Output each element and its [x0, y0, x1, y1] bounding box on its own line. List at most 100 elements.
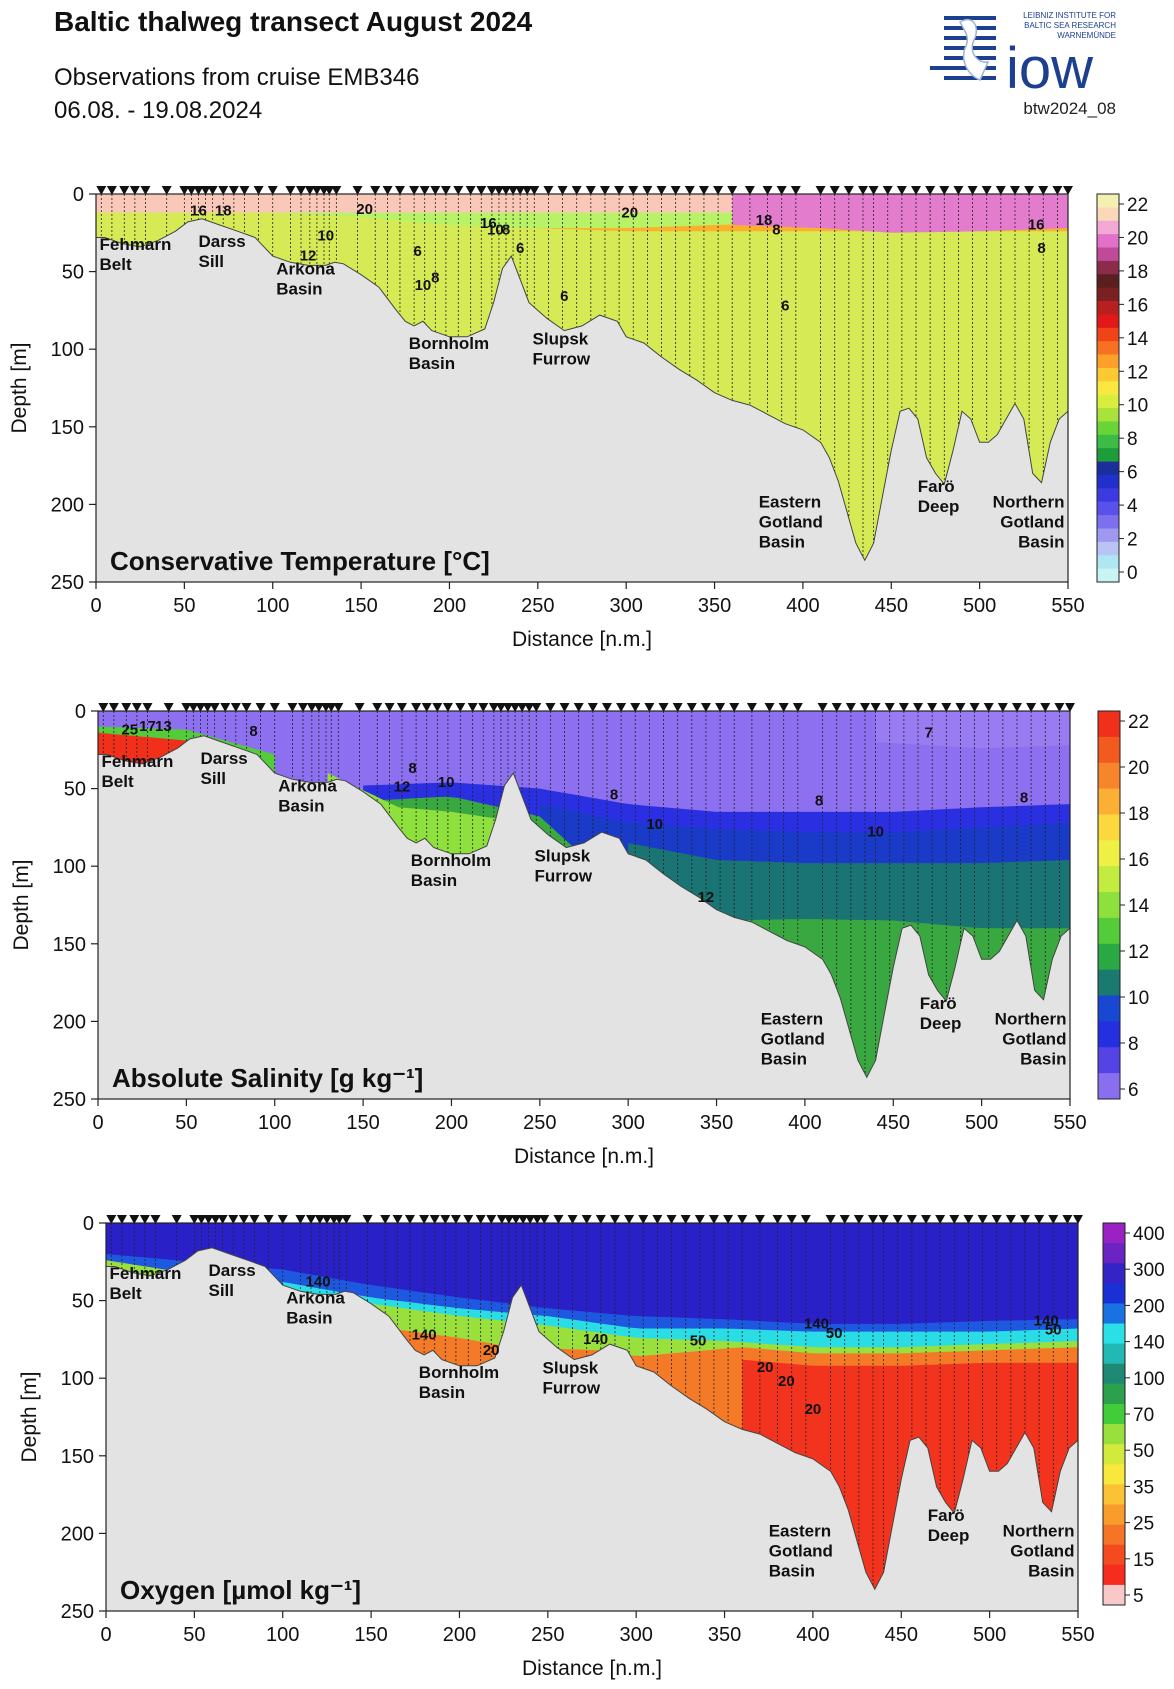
colorbar-tick-label: 20 — [1128, 758, 1149, 779]
station-marker — [503, 703, 514, 712]
station-marker — [116, 1215, 127, 1224]
x-tick-label: 550 — [1053, 1112, 1086, 1134]
colorbar-tick-label: 8 — [1127, 429, 1138, 450]
station-marker — [1040, 703, 1051, 712]
basin-label: Fehmarn — [102, 752, 174, 771]
colorbar-swatch — [1097, 461, 1119, 476]
station-marker — [267, 186, 278, 195]
colorbar-swatch — [1097, 448, 1119, 463]
seabed-outline — [96, 218, 1069, 562]
x-tick-label: 450 — [877, 1112, 910, 1134]
station-marker — [595, 1215, 606, 1224]
y-tick-label: 200 — [51, 494, 84, 516]
contour-label: 50 — [826, 1325, 843, 1342]
colorbar-tick-label: 10 — [1127, 396, 1148, 417]
station-marker — [790, 186, 801, 195]
contour-label: 140 — [804, 1316, 829, 1333]
station-marker — [186, 186, 197, 195]
station-marker — [171, 1215, 182, 1224]
y-axis-label: Depth [m] — [10, 859, 33, 950]
station-marker — [1065, 703, 1075, 712]
station-marker — [493, 186, 504, 195]
panel-title: Conservative Temperature [°C] — [110, 546, 490, 576]
colorbar-swatch — [1097, 541, 1119, 556]
station-marker — [857, 186, 868, 195]
colorbar-swatch — [1097, 260, 1119, 275]
x-tick-label: 250 — [521, 595, 554, 617]
station-marker — [601, 703, 612, 712]
colorbar-swatch — [1097, 381, 1119, 396]
station-marker — [525, 1215, 536, 1224]
station-marker — [644, 703, 655, 712]
station-marker — [475, 1215, 486, 1224]
colorbar-swatch — [1103, 1223, 1125, 1244]
contour-label: 13 — [155, 718, 172, 735]
colorbar-swatch — [1098, 969, 1120, 997]
station-marker — [496, 1215, 507, 1224]
station-marker — [778, 703, 789, 712]
basin-label: Basin — [419, 1383, 465, 1402]
contour-label: 16 — [480, 215, 497, 232]
station-marker — [488, 703, 499, 712]
station-marker — [825, 1215, 836, 1224]
colorbar-swatch — [1097, 247, 1119, 262]
station-marker — [486, 186, 497, 195]
station-marker — [870, 703, 881, 712]
colorbar-swatch — [1097, 194, 1119, 208]
station-marker — [967, 186, 978, 195]
colorbar-tick-label: 15 — [1133, 1550, 1154, 1571]
station-marker — [524, 703, 535, 712]
basin-label: Basin — [286, 1309, 332, 1328]
x-tick-label: 500 — [973, 1624, 1006, 1646]
station-marker — [306, 703, 317, 712]
basin-label: Basin — [1020, 1050, 1066, 1069]
contour-label: 7 — [924, 724, 932, 741]
station-marker — [684, 186, 695, 195]
contour-label: 8 — [408, 760, 416, 777]
contour-label: 10 — [438, 774, 455, 791]
x-tick-label: 450 — [875, 595, 908, 617]
station-marker — [1011, 703, 1022, 712]
station-marker — [531, 703, 542, 712]
basin-label: Eastern — [759, 493, 821, 512]
field-layer-8 — [875, 711, 1070, 749]
basin-label: Arkona — [286, 1289, 345, 1308]
station-marker — [181, 703, 192, 712]
x-tick-label: 550 — [1061, 1624, 1094, 1646]
x-axis-label: Distance [n.m.] — [512, 628, 652, 651]
figure-code: btw2024_08 — [1023, 99, 1116, 118]
station-marker — [314, 1215, 325, 1224]
station-marker — [867, 1215, 878, 1224]
station-marker — [440, 186, 451, 195]
colorbar-swatch — [1097, 488, 1119, 503]
contour-label: 20 — [757, 1359, 774, 1376]
station-marker — [163, 703, 174, 712]
station-marker — [557, 186, 568, 195]
colorbar-swatch — [1097, 474, 1119, 489]
x-tick-label: 50 — [175, 1112, 197, 1134]
colorbar-swatch — [1103, 1283, 1125, 1304]
colorbar-tick-label: 18 — [1128, 804, 1149, 825]
station-marker — [839, 1215, 850, 1224]
station-marker — [1073, 1215, 1083, 1224]
station-marker — [421, 703, 432, 712]
cruise-dates: 06.08. - 19.08.2024 — [54, 97, 263, 124]
station-marker — [529, 186, 540, 195]
y-tick-label: 100 — [53, 856, 86, 878]
basin-label: Bornholm — [411, 851, 491, 870]
station-marker — [515, 186, 526, 195]
colorbar-tick-label: 25 — [1133, 1514, 1154, 1535]
station-marker — [927, 703, 938, 712]
y-axis-label: Depth [m] — [18, 1371, 41, 1462]
station-marker — [384, 703, 395, 712]
station-marker — [1005, 1215, 1016, 1224]
station-marker — [545, 703, 556, 712]
station-marker — [478, 703, 489, 712]
y-tick-label: 250 — [51, 572, 84, 594]
basin-label: Basin — [1018, 533, 1064, 552]
colorbar-tick-label: 8 — [1128, 1034, 1139, 1055]
station-marker — [285, 186, 296, 195]
basin-label: Fehmarn — [100, 235, 172, 254]
colorbar-tick-label: 300 — [1133, 1260, 1165, 1281]
colorbar-tick-label: 6 — [1127, 463, 1138, 484]
